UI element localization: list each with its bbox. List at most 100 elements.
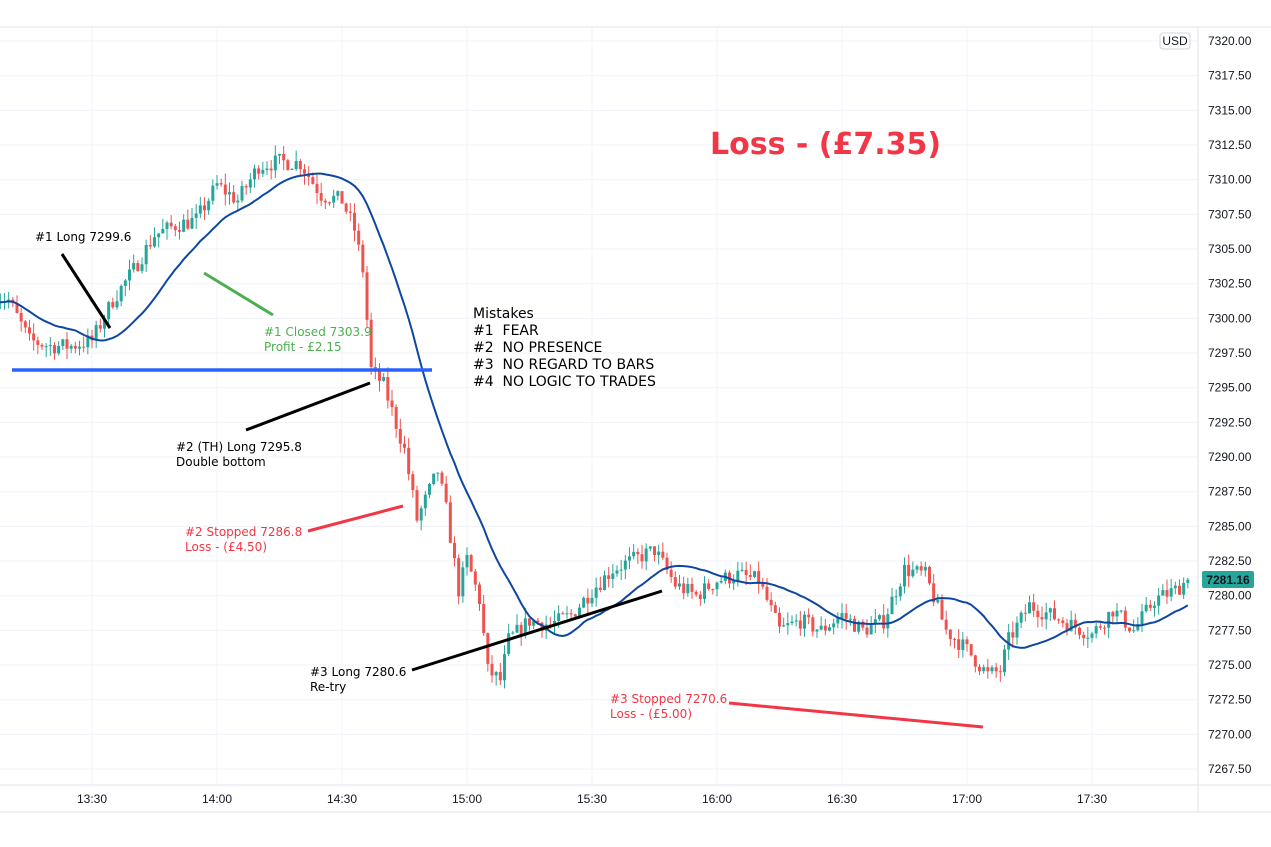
price-tick-label: 7290.00: [1208, 450, 1252, 464]
candle-up: [140, 264, 144, 272]
candle-up: [623, 560, 627, 570]
candle-down: [19, 312, 23, 322]
candle-up: [44, 346, 48, 348]
currency-badge[interactable]: USD: [1159, 32, 1191, 50]
candle-down: [957, 639, 961, 651]
candle-up: [507, 633, 511, 655]
candle-down: [490, 663, 494, 676]
candle-up: [432, 473, 436, 485]
candle-down: [407, 447, 411, 475]
total-loss-label: Loss - (£7.35): [710, 127, 941, 162]
candle-up: [461, 567, 465, 597]
candle-down: [136, 263, 140, 272]
trade3-entry-line[interactable]: [411, 589, 663, 672]
candle-down: [311, 177, 315, 184]
candle-down: [415, 490, 419, 521]
candle-down: [1098, 626, 1102, 628]
trade1-exit-line[interactable]: [203, 271, 274, 317]
candle-down: [1032, 602, 1036, 611]
candle-up: [961, 639, 965, 651]
candle-down: [998, 671, 1002, 673]
candles: [0, 145, 1190, 689]
candle-down: [32, 333, 36, 341]
price-tick-label: 7300.00: [1208, 311, 1252, 325]
candle-down: [173, 226, 177, 231]
candle-down: [778, 612, 781, 627]
candle-down: [73, 345, 77, 349]
trade3-loss-label: Loss - (£5.00): [610, 707, 692, 721]
candle-up: [782, 625, 786, 627]
candle-down: [394, 407, 398, 429]
svg-text:7281.16: 7281.16: [1206, 573, 1250, 587]
candle-down: [978, 666, 981, 672]
trade2-entry-line[interactable]: [245, 381, 371, 432]
trade1-entry-line[interactable]: [60, 253, 112, 329]
candle-down: [1036, 610, 1040, 618]
candle-up: [790, 621, 794, 624]
candle-down: [853, 618, 856, 632]
candle-up: [657, 551, 661, 556]
candle-up: [553, 621, 556, 625]
candle-up: [1136, 624, 1140, 631]
candle-up: [836, 618, 840, 624]
price-tick-label: 7267.50: [1208, 762, 1252, 776]
candle-up: [1003, 649, 1006, 673]
candle-up: [1173, 585, 1177, 589]
price-axis[interactable]: 7320.00 7317.50 7315.00 7312.50 7310.00 7307.…: [1197, 27, 1252, 812]
candle-down: [690, 583, 694, 592]
trade3-stop-line[interactable]: [728, 701, 984, 729]
candle-up: [94, 325, 98, 341]
candle-up: [869, 624, 873, 635]
candle-up: [840, 613, 844, 619]
candle-up: [336, 191, 340, 196]
candle-down: [448, 502, 452, 543]
candle-down: [344, 203, 348, 212]
price-tick-label: 7297.50: [1208, 346, 1252, 360]
candle-up: [1182, 582, 1186, 595]
candle-down: [298, 161, 302, 170]
candle-up: [261, 169, 265, 174]
candle-down: [178, 230, 181, 232]
candle-up: [228, 192, 231, 195]
candle-down: [1073, 619, 1077, 628]
price-tick-label: 7302.50: [1208, 277, 1252, 291]
candle-down: [665, 557, 669, 570]
candle-down: [1103, 627, 1106, 629]
price-tick-label: 7285.00: [1208, 519, 1252, 533]
candle-up: [644, 548, 648, 562]
candle-up: [898, 586, 902, 597]
candle-down: [98, 325, 102, 329]
candle-up: [732, 581, 736, 584]
candle-up: [132, 263, 136, 270]
candle-down: [994, 667, 998, 672]
candle-down: [669, 569, 673, 578]
candle-down: [598, 587, 602, 590]
candle-up: [165, 222, 169, 229]
candle-up: [1119, 610, 1123, 612]
candle-down: [286, 160, 290, 170]
time-axis[interactable]: 13:30 14:00 14:30 15:00 15:30 16:00 16:30 17:00…: [0, 26, 1271, 813]
candle-down: [169, 222, 173, 227]
candle-down: [1165, 590, 1169, 597]
moving-average-line: [0, 172, 1189, 649]
candle-up: [603, 575, 606, 590]
candle-down: [498, 672, 502, 681]
candle-up: [157, 233, 161, 238]
candle-up: [161, 228, 165, 234]
candle-down: [1178, 585, 1181, 595]
candle-up: [1115, 610, 1119, 617]
candle-up: [236, 200, 240, 203]
mistake-item: #3 NO REGARD TO BARS: [473, 357, 654, 373]
candle-down: [940, 599, 944, 620]
candle-up: [503, 654, 506, 681]
time-tick-label: 16:30: [827, 792, 857, 806]
candle-down: [386, 377, 390, 401]
price-tick-label: 7280.00: [1208, 589, 1252, 603]
candle-down: [928, 566, 931, 584]
candle-down: [1065, 623, 1069, 632]
candle-up: [1086, 637, 1090, 639]
trade2-stop-line[interactable]: [307, 504, 404, 533]
candle-down: [636, 551, 640, 555]
candle-up: [740, 569, 744, 571]
